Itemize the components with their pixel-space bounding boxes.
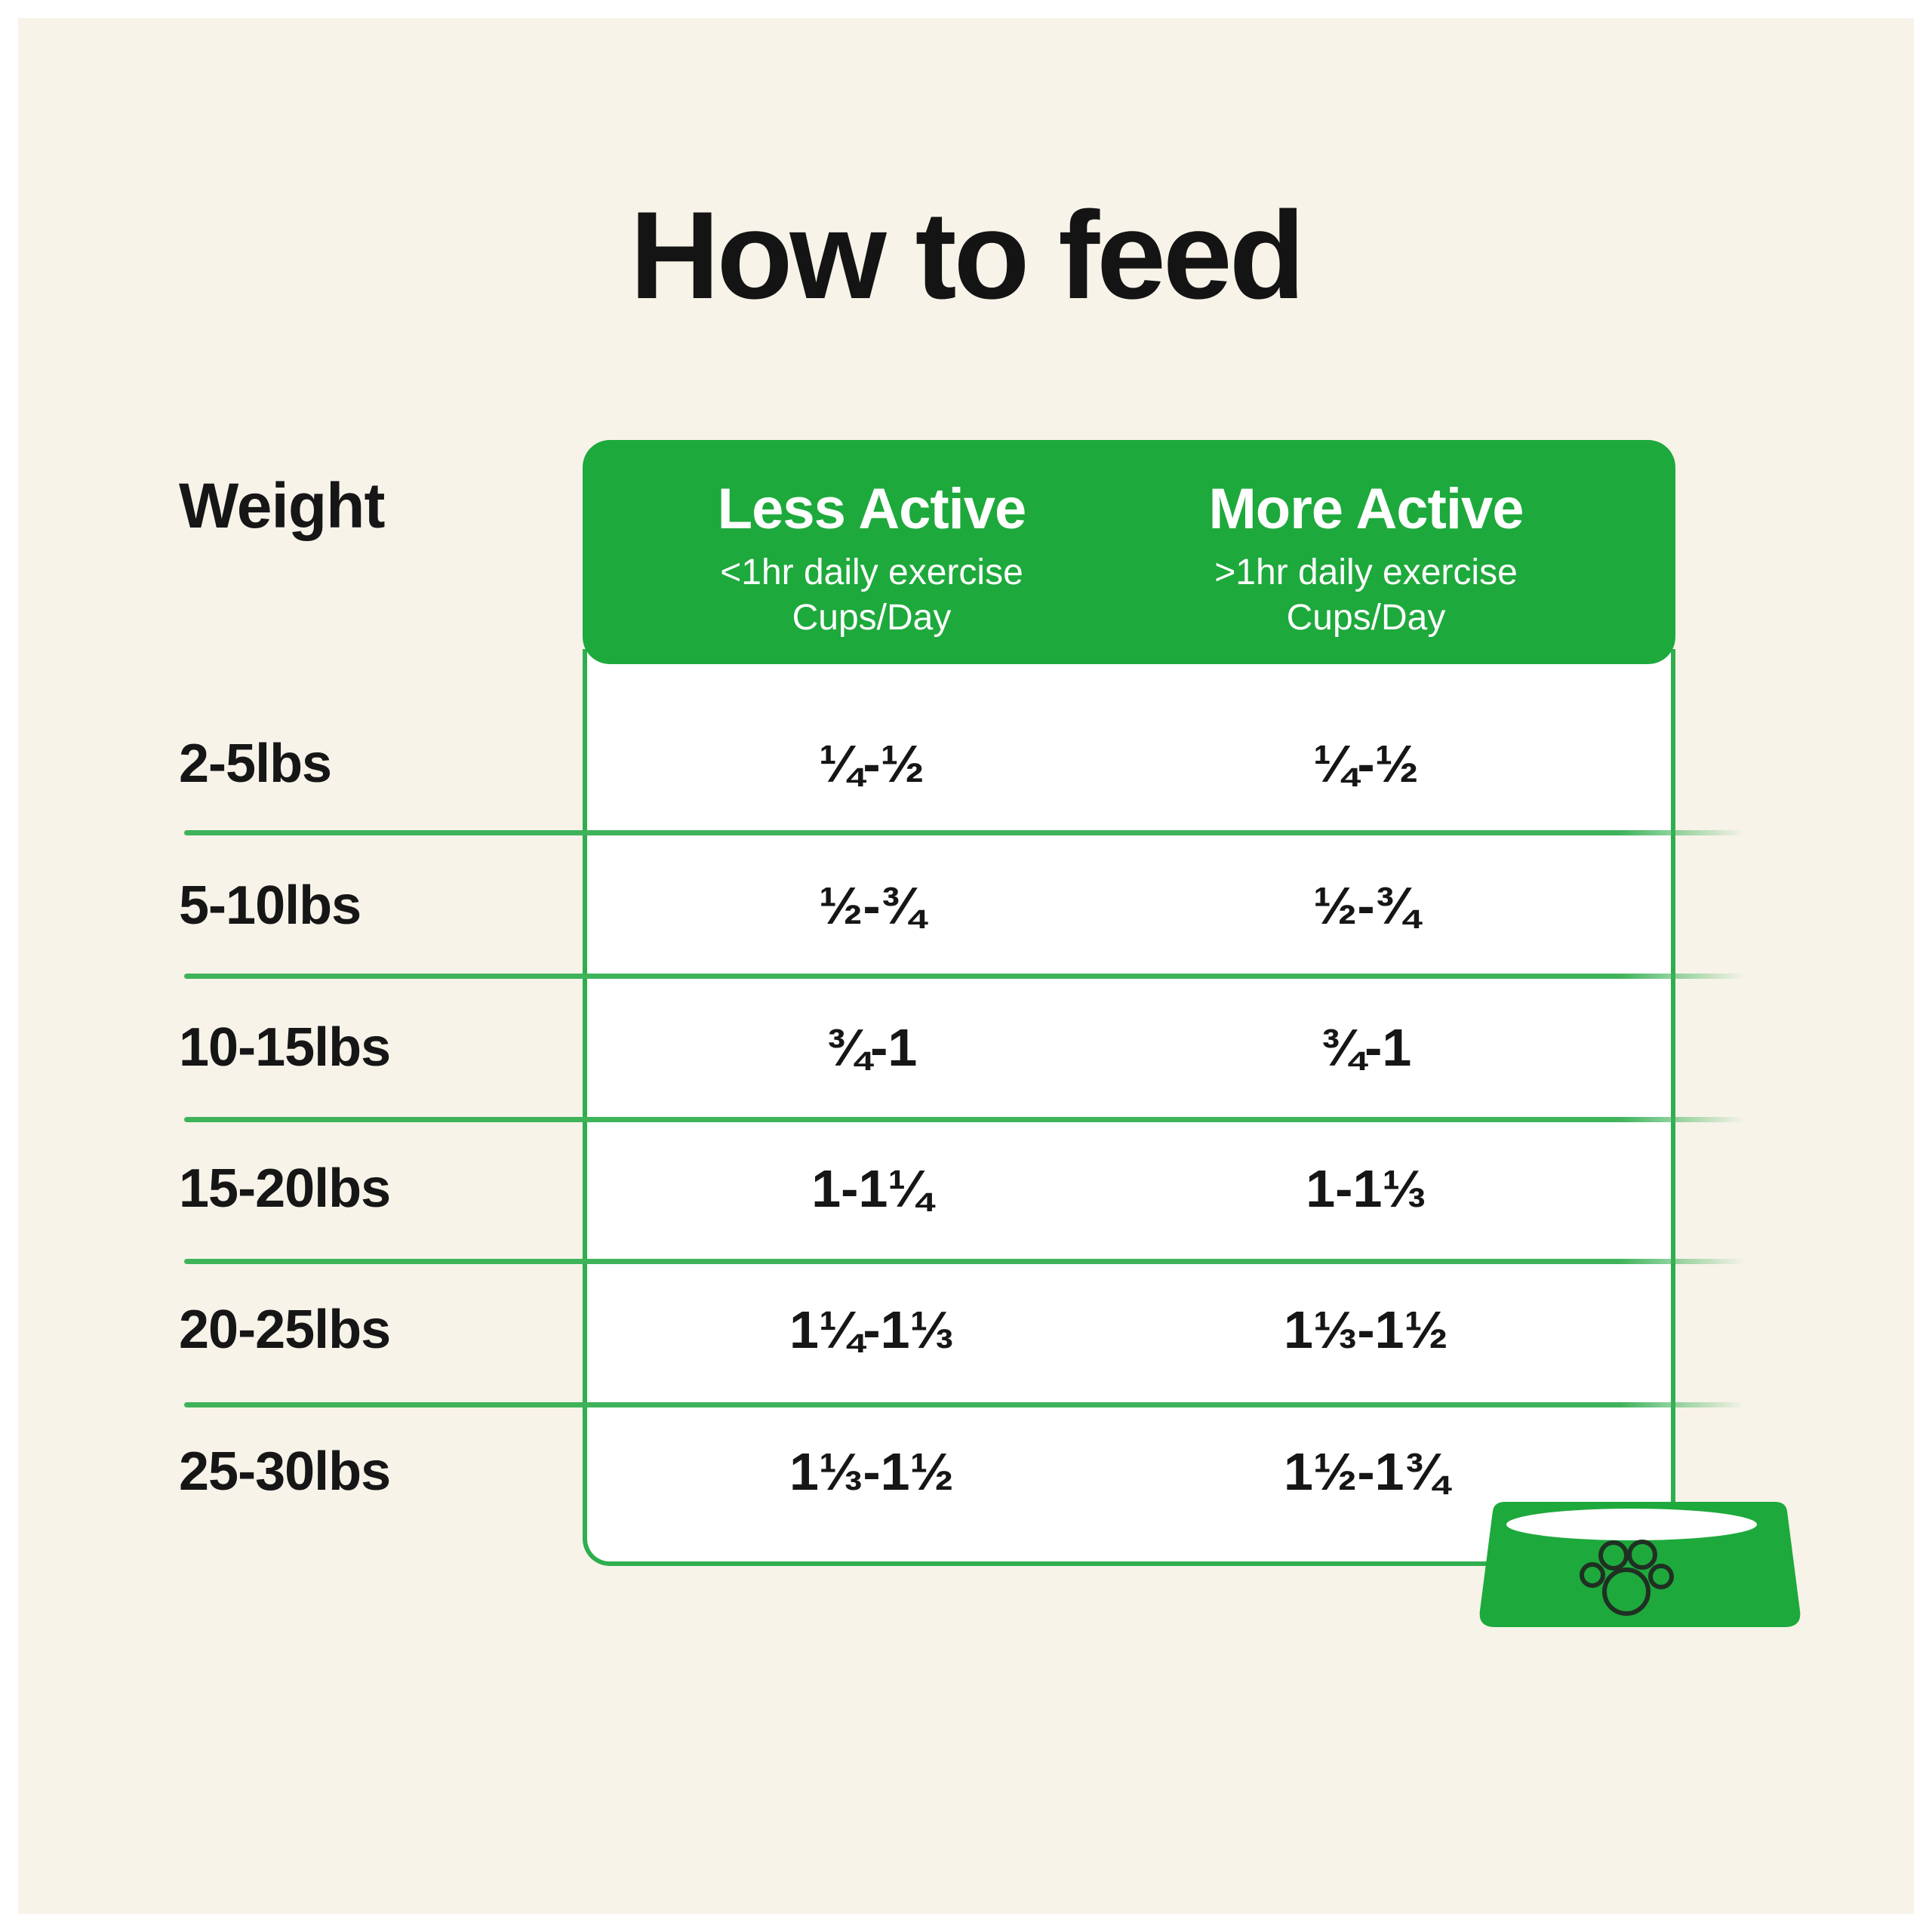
weight-column-header: Weight — [179, 470, 385, 541]
less-active-value: ½-¾ — [818, 876, 925, 935]
row-separator — [184, 1259, 1745, 1264]
less-active-value: 1⅓-1½ — [789, 1442, 954, 1501]
more-active-value: ¾-1 — [1320, 1018, 1412, 1077]
weight-row-label: 25-30lbs — [179, 1441, 391, 1502]
weight-row-label: 2-5lbs — [179, 734, 332, 794]
row-separator — [184, 1117, 1745, 1122]
less-active-value: 1-1¼ — [811, 1159, 932, 1218]
row-separator — [184, 830, 1745, 835]
less-active-subtitle: <1hr daily exercise — [720, 552, 1023, 592]
more-active-value: 1-1⅓ — [1306, 1159, 1426, 1218]
more-active-value: ½-¾ — [1312, 876, 1420, 935]
more-active-title: More Active — [1208, 477, 1524, 541]
dog-bowl-icon — [1479, 1502, 1801, 1627]
weight-row-label: 5-10lbs — [179, 875, 361, 936]
page-title: How to feed — [629, 186, 1306, 325]
more-active-value: 1½-1¾ — [1284, 1442, 1448, 1501]
more-active-subtitle: >1hr daily exercise — [1214, 552, 1518, 592]
row-separator — [184, 1402, 1745, 1407]
weight-row-label: 20-25lbs — [179, 1300, 391, 1360]
more-active-value: 1⅓-1½ — [1284, 1300, 1448, 1359]
less-active-title: Less Active — [717, 477, 1027, 541]
less-active-value: 1¼-1⅓ — [789, 1300, 954, 1359]
more-active-value: ¼-½ — [1312, 734, 1420, 793]
more-active-unit: Cups/Day — [1286, 598, 1446, 638]
row-separator — [184, 974, 1745, 979]
paw-print-icon — [1580, 1540, 1674, 1616]
less-active-unit: Cups/Day — [792, 598, 952, 638]
less-active-value: ¾-1 — [826, 1018, 918, 1077]
weight-row-label: 10-15lbs — [179, 1017, 391, 1078]
column-header-more-active: More Active >1hr daily exercise Cups/Day — [1098, 440, 1634, 664]
feeding-table-header — [583, 440, 1675, 664]
weight-row-label: 15-20lbs — [179, 1158, 391, 1219]
less-active-value: ¼-½ — [818, 734, 925, 793]
column-header-less-active: Less Active <1hr daily exercise Cups/Day — [604, 440, 1140, 664]
feeding-table-body — [583, 649, 1675, 1566]
